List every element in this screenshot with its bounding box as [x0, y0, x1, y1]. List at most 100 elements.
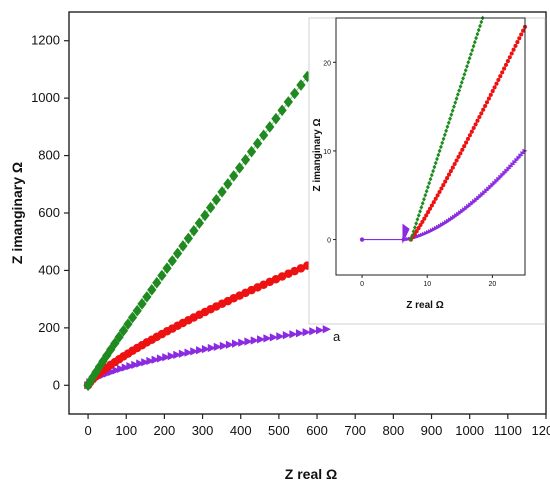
inset-series-a-point: [508, 164, 514, 169]
x-tick-label: 300: [192, 423, 214, 438]
inset-series-b-point: [479, 111, 484, 116]
series-c-point: [211, 193, 221, 206]
series-c-point: [246, 145, 257, 158]
inset-series-c-point: [418, 208, 422, 214]
inset-x-axis-title: Z real Ω: [406, 300, 443, 311]
inset-series-c-point: [472, 39, 477, 45]
inset-series-b-point: [477, 114, 482, 120]
main-x-axis-title: Z real Ω: [285, 466, 337, 482]
main-y-ticks: 0 200 400 600 800 1000 1200: [31, 33, 69, 392]
series-a-point: [269, 333, 279, 342]
inset-series-a-point: [488, 184, 494, 189]
inset-series-c-point: [457, 88, 462, 93]
inset-y-tick-label: 10: [323, 149, 331, 156]
inset-series-c-point: [425, 184, 430, 190]
series-a-point: [146, 356, 155, 366]
inset-series-b-point: [458, 151, 463, 156]
series-a-point: [257, 335, 266, 344]
inset-series-b-point: [439, 186, 444, 191]
inset-series-c-point: [409, 237, 413, 242]
series-c-point: [147, 284, 157, 296]
inset-y-axis-title: Z imanginary Ω: [312, 118, 323, 191]
series-c-point: [114, 331, 124, 343]
inset-series-b-point: [488, 92, 493, 97]
y-tick-label: 400: [38, 262, 60, 277]
series-a-point: [121, 363, 130, 372]
inset-series-layer: [359, 15, 528, 244]
inset-series-c-point: [454, 96, 459, 101]
series-a-point: [136, 359, 145, 368]
inset-series-b-point: [473, 122, 478, 127]
series-c-point: [234, 162, 245, 174]
inset-series-c-point: [427, 180, 432, 186]
series-c-point: [289, 87, 300, 100]
series-a-point: [238, 338, 247, 347]
series-c-point: [118, 324, 129, 337]
inset-series-c-point: [419, 204, 424, 210]
inset-series-b-point: [456, 154, 461, 159]
series-c-point: [200, 209, 210, 222]
series-c-point: [98, 355, 108, 368]
series-c-point: [172, 247, 183, 260]
inset-series-b-point: [462, 144, 467, 149]
inset-series-a-point: [486, 186, 492, 191]
y-tick-label: 800: [38, 148, 60, 163]
x-tick-label: 500: [268, 423, 290, 438]
inset-series-c-point: [459, 80, 464, 85]
series-a-point: [225, 340, 235, 349]
inset-series-b-point: [467, 133, 472, 138]
main-series-layer: [83, 44, 332, 392]
inset-series-c-point: [462, 71, 467, 77]
x-tick-label: 100: [115, 423, 137, 438]
inset-y-tick-label: 0: [327, 238, 331, 245]
x-tick-label: 400: [230, 423, 252, 438]
series-a-point: [196, 346, 205, 355]
inset-series-c-point: [424, 188, 429, 194]
x-tick-label: 1200: [532, 423, 550, 438]
inset-series-c-point: [444, 128, 449, 134]
inset-series-c-point: [466, 59, 471, 65]
series-c-point: [258, 129, 269, 142]
inset-series-b-point: [465, 136, 471, 141]
x-tick-label: 200: [154, 423, 176, 438]
series-a-point: [322, 325, 331, 334]
inset-series-c-point: [452, 104, 456, 110]
inset-series-c-point: [474, 35, 479, 41]
inset-series-c-point: [478, 23, 482, 29]
inset-series-b-point: [471, 125, 476, 131]
series-c-point: [183, 232, 193, 245]
series-a-point: [190, 347, 199, 356]
inset-series-b-point: [446, 172, 452, 177]
inset-series-b-point: [505, 59, 510, 64]
series-c-point: [252, 137, 263, 150]
series-a-point: [112, 366, 121, 375]
x-tick-label: 0: [84, 423, 91, 438]
main-x-ticks: 0 100 200 300 400 500 600 700 800 900 1000 1100 1200: [84, 414, 550, 438]
inset-series-c-point: [476, 27, 481, 33]
inset-series-c-point: [411, 229, 416, 234]
series-c-point: [223, 178, 233, 190]
x-tick-label: 1000: [455, 423, 484, 438]
inset-series-c-point: [470, 47, 475, 53]
inset-series-a-point: [502, 170, 508, 175]
inset-series-c-point: [479, 19, 484, 25]
series-a-point: [117, 364, 126, 374]
inset-series-c-point: [412, 225, 417, 230]
inset-series-c-point: [423, 192, 428, 198]
series-a-point: [126, 362, 135, 371]
series-a-point: [201, 345, 211, 354]
series-c-point: [132, 304, 142, 317]
inset-series-a-point: [500, 172, 506, 177]
inset-origin-point: [359, 237, 365, 242]
inset-series-c-point: [463, 67, 468, 73]
inset-series-b-point: [500, 70, 505, 75]
series-c-point: [178, 240, 188, 252]
inset-series-b-point: [503, 62, 509, 67]
series-c-point: [205, 201, 216, 214]
inset-series-b-point: [460, 147, 465, 152]
inset-series-a-point: [512, 160, 518, 165]
inset-series-c-point: [442, 132, 447, 138]
inset-series-c-point: [458, 84, 463, 89]
inset-series-b-point: [475, 118, 480, 123]
inset-series-c-point: [453, 100, 458, 105]
